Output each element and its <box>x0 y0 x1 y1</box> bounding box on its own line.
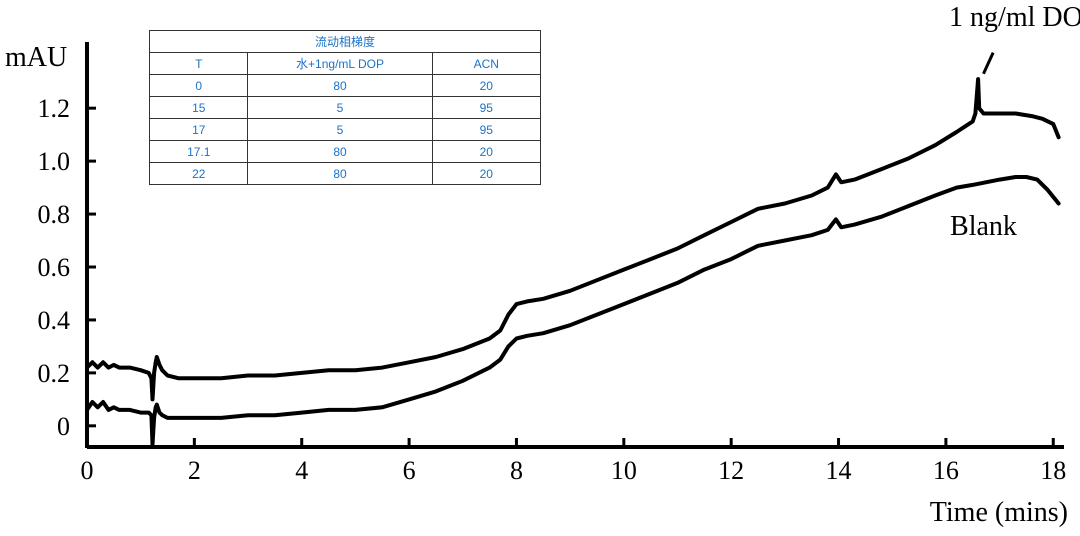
table-cell: 80 <box>247 162 433 185</box>
y-tick-label: 0.2 <box>38 359 71 388</box>
x-tick-label: 2 <box>188 456 201 485</box>
table-header-row: T 水+1ng/mL DOP ACN <box>148 52 542 75</box>
annotations: 1 ng/ml DOP Blank <box>949 2 1080 242</box>
series-line-1 <box>85 175 1061 447</box>
x-tick-label: 0 <box>81 456 94 485</box>
y-tick-label: 0.4 <box>38 306 71 335</box>
table-cell: 0 <box>148 74 249 97</box>
annotation-leader <box>982 51 995 75</box>
x-tick-label: 12 <box>718 456 744 485</box>
y-tick-label: 1.2 <box>38 94 71 123</box>
table-row: 22 80 20 <box>148 162 542 185</box>
gradient-table: 流动相梯度 T 水+1ng/mL DOP ACN 0 80 20 15 5 95… <box>148 30 542 185</box>
x-ticks: 0 2 4 6 8 10 12 14 16 18 <box>81 438 1066 485</box>
table-cell: 95 <box>431 118 542 141</box>
table-cell: 95 <box>431 96 542 119</box>
table-cell: 17 <box>148 118 249 141</box>
table-row: 17 5 95 <box>148 118 542 141</box>
x-tick-label: 16 <box>933 456 959 485</box>
table-header-acn: ACN <box>431 52 542 75</box>
table-cell: 5 <box>247 96 433 119</box>
x-tick-label: 8 <box>510 456 523 485</box>
annotation-label: 1 ng/ml DOP <box>949 2 1080 33</box>
y-ticks: 0 0.2 0.4 0.6 0.8 1.0 1.2 <box>38 94 96 441</box>
x-axis-title: Time (mins) <box>930 497 1068 528</box>
table-cell: 17.1 <box>148 140 249 163</box>
y-tick-label: 0 <box>57 412 70 441</box>
x-tick-label: 14 <box>826 456 852 485</box>
y-tick-label: 1.0 <box>38 147 71 176</box>
table-cell: 20 <box>431 74 542 97</box>
table-header-water: 水+1ng/mL DOP <box>247 52 433 75</box>
x-tick-label: 4 <box>295 456 308 485</box>
table-title: 流动相梯度 <box>149 30 541 53</box>
table-row: 17.1 80 20 <box>148 140 542 163</box>
y-tick-label: 0.8 <box>38 200 71 229</box>
y-axis-title: mAU <box>5 42 67 73</box>
x-tick-label: 10 <box>611 456 637 485</box>
x-tick-label: 6 <box>403 456 416 485</box>
table-title-row: 流动相梯度 <box>149 30 541 53</box>
annotation-label: Blank <box>950 211 1017 242</box>
table-cell: 15 <box>148 96 249 119</box>
table-cell: 5 <box>247 118 433 141</box>
series-line-0 <box>85 77 1061 402</box>
x-tick-label: 18 <box>1040 456 1066 485</box>
table-cell: 80 <box>247 140 433 163</box>
table-row: 0 80 20 <box>148 74 542 97</box>
y-tick-label: 0.6 <box>38 253 71 282</box>
series-layer <box>85 77 1061 447</box>
table-row: 15 5 95 <box>148 96 542 119</box>
table-header-time: T <box>148 52 249 75</box>
table-cell: 20 <box>431 162 542 185</box>
table-cell: 20 <box>431 140 542 163</box>
table-cell: 80 <box>247 74 433 97</box>
table-cell: 22 <box>148 162 249 185</box>
